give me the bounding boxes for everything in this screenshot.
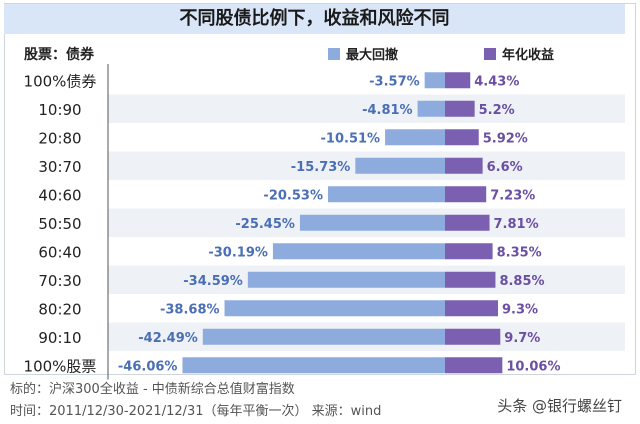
return-data-label: 9.3%	[502, 302, 538, 317]
drawdown-data-label: -3.57%	[369, 74, 420, 89]
drawdown-data-label: -4.81%	[362, 103, 413, 118]
drawdown-bar	[224, 300, 445, 317]
return-bar	[445, 271, 496, 288]
source-note: 标的：沪深300全收益 - 中债新综合总值财富指数	[10, 382, 295, 397]
category-label: 60:40	[38, 243, 81, 261]
return-bar	[445, 100, 475, 117]
legend-drawdown-swatch	[328, 47, 340, 60]
drawdown-bar	[299, 214, 445, 231]
legend-drawdown-label: 最大回撤	[346, 48, 399, 63]
drawdown-data-label: -46.06%	[118, 359, 178, 374]
drawdown-bar	[202, 328, 445, 345]
return-bar	[445, 129, 479, 146]
return-bar	[445, 300, 499, 317]
drawdown-bar	[247, 271, 445, 288]
drawdown-data-label: -42.49%	[138, 331, 198, 346]
category-label: 10:90	[38, 101, 81, 119]
category-label: 100%债券	[24, 72, 97, 90]
drawdown-bar	[385, 129, 445, 146]
row-stripe	[108, 94, 625, 123]
return-data-label: 5.2%	[479, 103, 515, 118]
return-bar	[445, 214, 490, 231]
return-bar	[445, 357, 503, 374]
category-label: 80:20	[38, 300, 81, 318]
drawdown-data-label: -20.53%	[263, 188, 323, 203]
drawdown-data-label: -15.73%	[291, 160, 351, 175]
return-bar	[445, 186, 487, 203]
drawdown-bar	[355, 157, 445, 174]
return-bar	[445, 157, 483, 174]
return-data-label: 5.92%	[483, 131, 528, 146]
legend-return-swatch	[484, 47, 496, 60]
title-bar: 不同股债比例下，收益和风险不同	[4, 4, 625, 34]
drawdown-bar	[327, 186, 445, 203]
drawdown-bar	[272, 243, 445, 260]
category-label: 100%股票	[24, 357, 97, 375]
drawdown-bar	[417, 100, 445, 117]
category-label: 40:60	[38, 186, 81, 204]
return-bar	[445, 243, 493, 260]
category-label: 90:10	[38, 329, 81, 347]
drawdown-data-label: -38.68%	[160, 302, 220, 317]
category-label: 20:80	[38, 129, 81, 147]
drawdown-data-label: -30.19%	[208, 245, 268, 260]
return-data-label: 8.35%	[497, 245, 542, 260]
category-label: 50:50	[38, 215, 81, 233]
drawdown-data-label: -34.59%	[183, 274, 243, 289]
drawdown-bar	[424, 72, 445, 89]
return-data-label: 4.43%	[474, 74, 519, 89]
category-label: 30:70	[38, 158, 81, 176]
return-bar	[445, 72, 471, 89]
category-header: 股票：债券	[24, 47, 94, 63]
drawdown-data-label: -10.51%	[321, 131, 381, 146]
return-bar	[445, 328, 501, 345]
drawdown-bar	[182, 357, 445, 374]
return-data-label: 6.6%	[487, 160, 523, 175]
chart-title: 不同股债比例下，收益和风险不同	[179, 8, 450, 29]
return-data-label: 10.06%	[506, 359, 560, 374]
return-data-label: 9.7%	[504, 331, 540, 346]
legend-drawdown: 最大回撤	[328, 44, 398, 63]
drawdown-data-label: -25.45%	[235, 217, 295, 232]
period-note: 时间：2011/12/30-2021/12/31（每年平衡一次） 来源：wind	[10, 404, 382, 419]
return-data-label: 7.81%	[494, 217, 539, 232]
return-data-label: 7.23%	[490, 188, 535, 203]
legend-return-label: 年化收益	[502, 48, 555, 63]
watermark: 头条 @银行螺丝钉	[497, 397, 622, 415]
category-label: 70:30	[38, 272, 81, 290]
legend-return: 年化收益	[484, 44, 554, 63]
return-data-label: 8.85%	[499, 274, 544, 289]
